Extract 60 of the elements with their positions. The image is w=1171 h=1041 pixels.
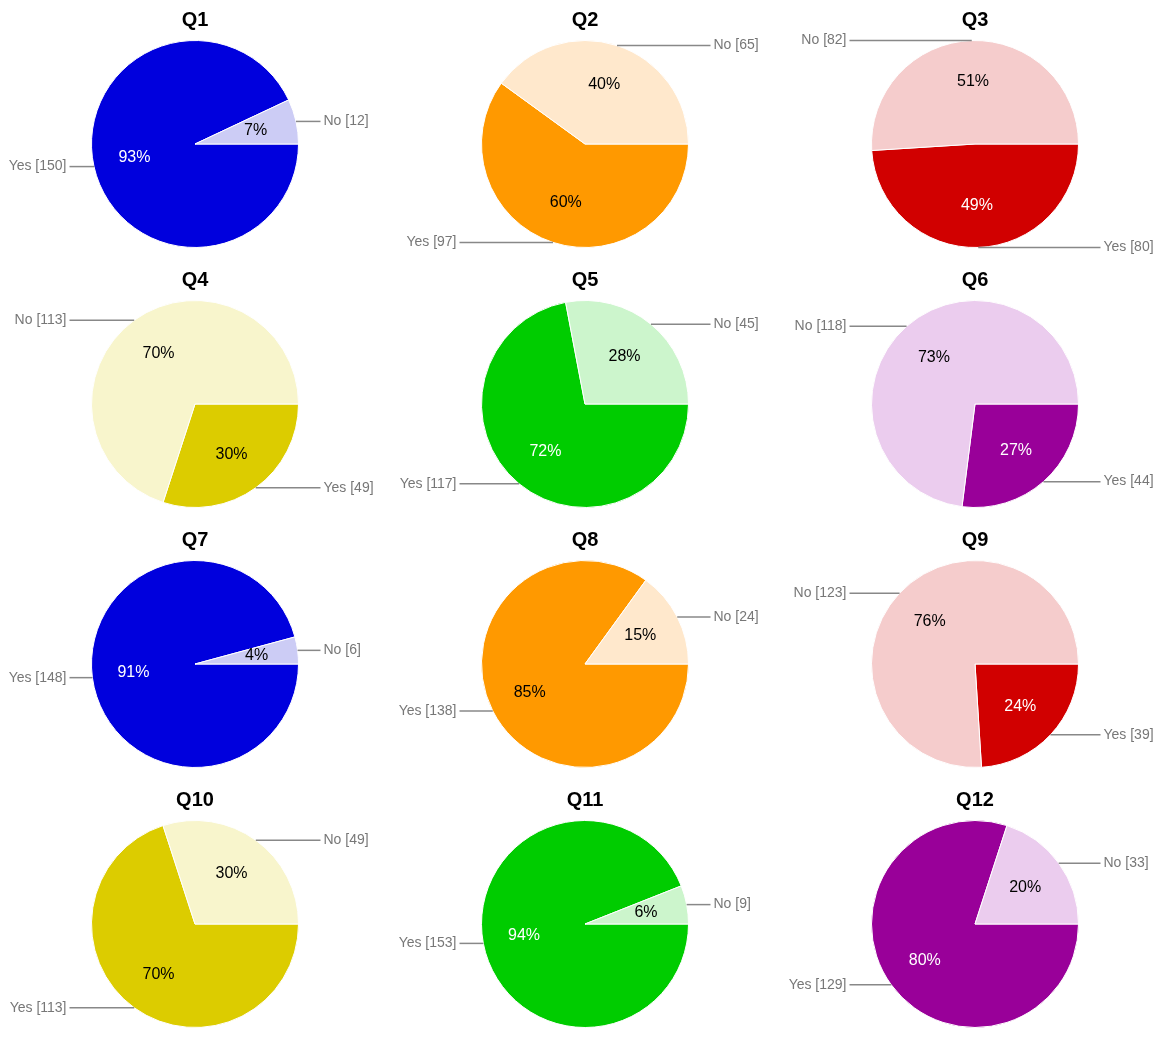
data-label: 49% <box>960 196 993 214</box>
data-label: 20% <box>1009 877 1042 895</box>
data-label: 70% <box>142 344 175 362</box>
chart-title: Q2 <box>571 7 599 30</box>
slice-label: Yes [80] <box>1103 238 1154 255</box>
data-label: 28% <box>608 346 641 364</box>
data-label: 7% <box>244 120 268 138</box>
slice-label: Yes [39] <box>1103 725 1154 742</box>
data-label: 40% <box>588 75 621 93</box>
data-label: 94% <box>507 926 541 944</box>
data-label: 80% <box>908 950 941 968</box>
chart-title: Q10 <box>176 787 214 810</box>
slice-label: No [65] <box>713 36 759 53</box>
slice-label: No [12] <box>323 112 369 129</box>
slice-label: No [33] <box>1103 854 1149 871</box>
data-label: 27% <box>1000 440 1033 458</box>
data-label: 72% <box>529 442 562 460</box>
chart-title: Q11 <box>566 787 604 810</box>
slice-label: No [113] <box>14 311 67 328</box>
slice-label: Yes [113] <box>9 998 67 1015</box>
slice-label: Yes [117] <box>399 474 457 491</box>
slice-label: No [24] <box>713 607 759 624</box>
data-label: 85% <box>513 682 546 700</box>
data-label: 30% <box>215 864 248 882</box>
data-label: 30% <box>215 444 248 462</box>
slice-label: No [9] <box>713 895 751 912</box>
data-label: 51% <box>957 72 990 90</box>
chart-title: Q4 <box>181 267 210 290</box>
data-label: 76% <box>913 611 946 629</box>
slice-label: Yes [44] <box>1103 472 1154 489</box>
slice-label: Yes [97] <box>406 233 457 250</box>
slice-label: No [82] <box>801 31 847 48</box>
slice-label: Yes [49] <box>323 478 374 495</box>
slice-label: Yes [153] <box>398 934 457 951</box>
data-label: 91% <box>117 662 150 680</box>
chart-title: Q12 <box>956 787 994 810</box>
data-label: 15% <box>624 626 657 644</box>
data-label: 73% <box>917 347 950 365</box>
data-label: 70% <box>142 964 175 982</box>
chart-title: Q6 <box>961 267 989 290</box>
data-label: 24% <box>1004 696 1037 714</box>
slice-label: Yes [148] <box>8 668 67 685</box>
chart-title: Q7 <box>181 527 209 550</box>
slice-label: Yes [150] <box>8 157 67 174</box>
chart-title: Q1 <box>181 7 209 30</box>
slice-label: No [49] <box>323 831 369 848</box>
chart-title: Q3 <box>961 7 989 30</box>
slice-label: No [45] <box>713 315 759 332</box>
data-label: 93% <box>118 147 151 165</box>
slice-label: No [123] <box>793 584 847 601</box>
chart-title: Q8 <box>571 527 599 550</box>
slice-label: No [6] <box>323 641 361 658</box>
slice-label: No [118] <box>794 317 847 334</box>
data-label: 4% <box>244 646 269 664</box>
data-label: 6% <box>634 902 658 920</box>
data-label: 60% <box>549 193 582 211</box>
chart-title: Q9 <box>961 527 989 550</box>
slice-label: Yes [138] <box>398 701 457 718</box>
chart-title: Q5 <box>571 267 599 290</box>
slice-label: Yes [129] <box>788 975 847 992</box>
